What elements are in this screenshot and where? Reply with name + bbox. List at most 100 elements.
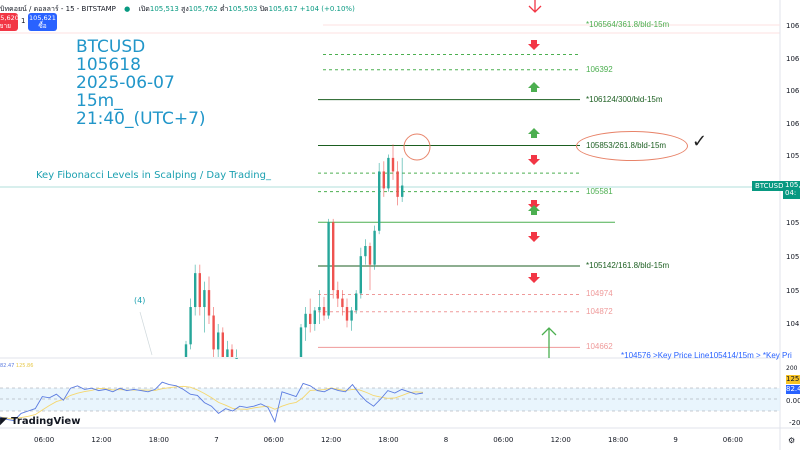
time-axis-label: 06:00 (722, 436, 743, 444)
fib-level-label: 104974 (586, 289, 613, 299)
candle-body (313, 310, 316, 324)
price-axis-label: 106, (786, 87, 800, 95)
candle-body (318, 307, 321, 311)
buy-button[interactable]: 105,621 ซื้อ (28, 13, 57, 31)
price-axis-label: 106, (786, 120, 800, 128)
candle-body (203, 290, 206, 308)
candle-body (382, 171, 385, 189)
price-axis-label: 105, (786, 152, 800, 160)
oscillator-legend: 82.47 125.86 (0, 363, 34, 369)
osc-axis-label: 200 (786, 365, 798, 372)
candle-body (401, 185, 404, 197)
price-axis-label: 105, (786, 253, 800, 261)
candle-body (355, 293, 358, 311)
time-axis-label: 06:00 (263, 436, 284, 444)
settings-gear-icon[interactable]: ⚙ (788, 436, 796, 445)
time-axis-label: 18:00 (608, 436, 629, 444)
candle-body (368, 246, 372, 265)
time-axis-label: 9 (673, 436, 678, 444)
price-axis-label: 106, (786, 55, 800, 63)
candle-body (359, 256, 362, 294)
down-arrow-icon (528, 40, 540, 50)
osc-value-tag: 82.4 (786, 385, 800, 394)
down-arrow-icon (528, 232, 540, 242)
wave-line (139, 311, 153, 356)
close-label: ปิด (259, 5, 269, 13)
wave-label: (4) (134, 296, 146, 305)
up-arrow-icon (528, 128, 540, 138)
chart-annotation: BTCUSD 105618 2025-06-07 15m_ 21:40_(UTC+7) (76, 37, 206, 129)
osc-axis-label: -200 (789, 419, 800, 427)
candle-body (332, 222, 335, 291)
up-arrow-icon (528, 82, 540, 92)
tradingview-logo-icon: ◤ (0, 416, 12, 427)
symbol-header: บิทคอยน์ / ดอลลาร์ - 15 - BITSTAMP ● เปิ… (0, 4, 355, 15)
candle-body (198, 273, 201, 308)
candle-body (189, 307, 192, 345)
symbol-name: บิทคอยน์ / ดอลลาร์ - 15 - BITSTAMP (0, 5, 116, 13)
candle-body (336, 290, 339, 299)
fib-level-label: 106392 (586, 64, 613, 74)
time-axis-label: 18:00 (378, 436, 399, 444)
market-open-dot-icon: ● (124, 5, 131, 13)
open-value: 105,513 (149, 5, 179, 13)
candle-body (396, 171, 399, 197)
open-label: เปิด (138, 5, 150, 13)
fib-level-label: 105581 (586, 186, 613, 196)
candle-body (309, 313, 312, 324)
close-value: 105,617 (268, 5, 298, 13)
candle-body (212, 315, 215, 350)
highlight-ellipse (576, 131, 688, 161)
candle-body (221, 332, 224, 357)
candle-body (184, 344, 188, 357)
candle-body (373, 230, 376, 265)
symbol-tag: BTCUSD (752, 181, 787, 191)
time-axis-label: 12:00 (550, 436, 571, 444)
time-axis-label: 7 (214, 436, 219, 444)
candle-body (230, 349, 234, 357)
oscillator-signal-line (0, 385, 424, 420)
key-price-line-label: *104576 >Key Price Line105414/15m > *Key… (621, 351, 792, 360)
big-down-arrow-icon (528, 0, 542, 13)
up-arrow-icon (528, 205, 540, 215)
candle-body (327, 222, 330, 316)
candle-body (341, 298, 344, 308)
chart-subtitle: Key Fibonacci Levels in Scalping / Day T… (36, 170, 271, 181)
time-axis-label: 06:00 (493, 436, 514, 444)
osc-signal-tag: 125 (786, 375, 800, 384)
fib-level-label: *106564/361.8/bld-15m (586, 20, 670, 29)
change-value: +104 (+0.10%) (299, 5, 355, 13)
candle-body (226, 349, 229, 357)
oscillator-line (0, 381, 424, 424)
checkmark-icon: ✓ (692, 131, 708, 152)
down-arrow-icon (528, 273, 540, 283)
tradingview-logo[interactable]: ◤ TradingView (0, 416, 81, 427)
price-axis-label: 106, (786, 22, 800, 30)
fib-level-label: *105142/161.8/bld-15m (586, 261, 670, 271)
candle-body (299, 327, 303, 357)
candle-body (378, 171, 381, 231)
candle-body (364, 246, 367, 257)
candle-body (387, 157, 390, 189)
fib-level-label: *106124/300/bld-15m (586, 94, 663, 104)
candle-body (235, 357, 238, 359)
time-axis-label: 12:00 (321, 436, 342, 444)
down-arrow-icon (528, 155, 540, 165)
candle-body (207, 290, 211, 316)
time-axis-label: 18:00 (148, 436, 169, 444)
peak-circle (403, 133, 431, 161)
price-axis-label: 105, (786, 219, 800, 227)
big-up-arrow-icon (541, 327, 557, 358)
candle-body (304, 313, 307, 328)
oscillator-band (0, 388, 780, 411)
high-value: 105,762 (188, 5, 218, 13)
fib-level-label: 104662 (586, 342, 613, 352)
fib-level-label: 104872 (586, 306, 613, 316)
last-price-tag: 105, 04: (783, 181, 800, 199)
low-label: ต่ำ (219, 5, 229, 13)
time-axis-label: 8 (443, 436, 449, 444)
candle-body (322, 307, 326, 316)
price-axis-label: 104, (786, 320, 800, 328)
